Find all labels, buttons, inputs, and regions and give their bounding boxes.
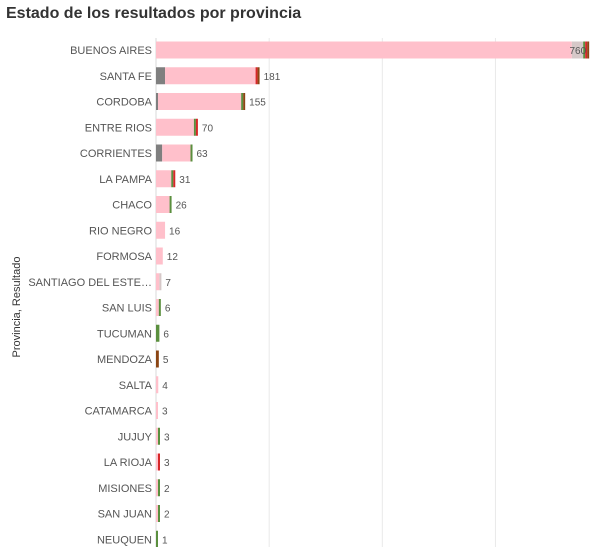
bar-segment <box>156 221 166 239</box>
value-label: 6 <box>163 329 169 340</box>
value-label: 4 <box>162 381 168 392</box>
bar-segment <box>156 324 160 342</box>
value-label: 16 <box>169 226 181 237</box>
category-label: SAN JUAN <box>98 509 152 521</box>
category-label: NEUQUEN <box>97 534 152 546</box>
value-label: 6 <box>165 304 171 315</box>
value-label: 2 <box>164 510 170 521</box>
y-axis-title: Provincia, Resultado <box>11 257 23 358</box>
bar-segment <box>241 93 244 110</box>
bar-segment <box>158 427 160 445</box>
bar-segment <box>156 273 160 291</box>
bar-segment <box>158 453 160 471</box>
category-label: SAN LUIS <box>102 303 152 315</box>
category-label: ENTRE RIOS <box>85 122 152 134</box>
bar-segment <box>162 144 191 162</box>
bar-segment <box>585 41 588 59</box>
category-label: SANTIAGO DEL ESTE… <box>28 277 152 289</box>
bar-segment <box>159 273 162 291</box>
value-label: 1 <box>162 535 168 546</box>
bar-segment <box>587 41 590 59</box>
bar-segment <box>156 67 166 85</box>
bar-segment <box>193 118 196 136</box>
value-label: 70 <box>202 123 214 134</box>
bar-segment <box>156 41 572 59</box>
category-label: TUCUMAN <box>97 328 152 340</box>
category-label: SALTA <box>119 380 153 392</box>
bar-segment <box>243 93 246 110</box>
bar-segment <box>195 118 198 136</box>
bar-segment <box>257 67 260 85</box>
bar-segment <box>158 299 161 316</box>
bar-segment <box>156 453 158 471</box>
category-label: CATAMARCA <box>85 406 153 418</box>
bar-segment <box>156 427 158 445</box>
category-label: JUJUY <box>118 431 153 443</box>
value-label: 7 <box>165 278 171 289</box>
value-label: 760 <box>569 46 586 57</box>
chart-title: Estado de los resultados por provincia <box>6 5 302 22</box>
value-label: 2 <box>164 484 170 495</box>
bar-segment <box>173 170 176 188</box>
category-label: FORMOSA <box>96 251 152 263</box>
grid-lines <box>155 38 496 547</box>
bar-segment <box>190 144 193 162</box>
category-label: CORDOBA <box>96 97 152 109</box>
value-label: 63 <box>197 149 209 160</box>
value-label: 3 <box>164 432 170 443</box>
bar-segment <box>169 196 172 213</box>
value-label: 3 <box>162 407 168 418</box>
value-label: 155 <box>249 98 266 109</box>
category-label: CORRIENTES <box>80 148 152 160</box>
bar-segment <box>156 530 158 547</box>
bar-segment <box>571 41 584 59</box>
value-label: 31 <box>179 175 191 186</box>
bar-segment <box>156 299 159 316</box>
bar-segment <box>156 376 159 394</box>
bar-segment <box>158 93 242 110</box>
bar-segment <box>156 479 158 497</box>
value-label: 3 <box>164 458 170 469</box>
bar-segment <box>583 41 586 59</box>
bar-segment <box>158 505 160 522</box>
bar-segment <box>156 247 163 265</box>
bar-segment <box>156 144 163 162</box>
bars <box>156 41 590 547</box>
category-label: SANTA FE <box>100 71 152 83</box>
value-label: 12 <box>167 252 179 263</box>
bar-segment <box>156 505 158 522</box>
bar-segment <box>156 170 172 188</box>
bar-segment <box>165 67 256 85</box>
bar-segment <box>156 196 170 213</box>
category-label: LA RIOJA <box>104 457 153 469</box>
value-label: 181 <box>264 72 281 83</box>
category-label: MENDOZA <box>97 354 153 366</box>
category-label: RIO NEGRO <box>89 225 152 237</box>
bar-segment <box>156 93 158 110</box>
value-label: 5 <box>163 355 169 366</box>
bar-segment <box>156 350 159 368</box>
bar-segment <box>255 67 258 85</box>
category-label: LA PAMPA <box>99 174 152 186</box>
bar-segment <box>156 402 158 419</box>
value-label: 26 <box>176 201 188 212</box>
labels: BUENOS AIRES 760 SANTA FE 181 CORDOBA 155 ENTR… <box>28 45 586 546</box>
category-label: BUENOS AIRES <box>70 45 152 57</box>
bar-segment <box>156 118 194 136</box>
bar-segment <box>158 479 160 497</box>
category-label: MISIONES <box>98 483 152 495</box>
category-label: CHACO <box>112 200 152 212</box>
bar-segment <box>171 170 174 188</box>
